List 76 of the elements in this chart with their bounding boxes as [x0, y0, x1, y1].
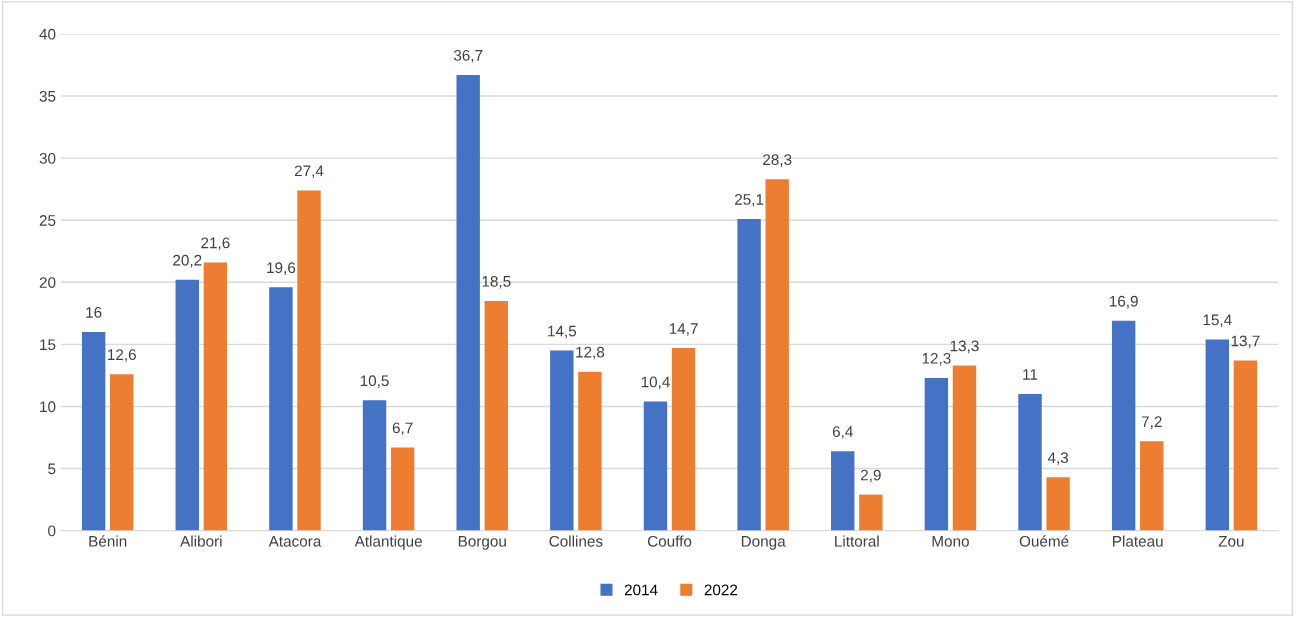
data-label: 12,8 — [576, 346, 605, 360]
data-label: 27,4 — [294, 165, 324, 179]
y-tick-label: 10 — [40, 401, 56, 413]
y-tick-label: 30 — [39, 152, 56, 164]
data-label: 25,1 — [735, 194, 764, 207]
x-tick-label: Zou — [1218, 536, 1244, 547]
y-tick-label: 15 — [40, 339, 56, 351]
bar — [1111, 320, 1136, 531]
x-tick-label: Couffo — [647, 535, 692, 547]
x-tick-label: Ouémé — [1019, 535, 1069, 547]
data-label: 19,6 — [267, 262, 296, 275]
bar — [203, 262, 228, 531]
data-label: 15,4 — [1203, 314, 1232, 328]
bar — [952, 365, 977, 531]
data-label: 28,3 — [763, 154, 792, 167]
data-label: 6,7 — [392, 422, 413, 436]
x-tick-label: Bénin — [89, 535, 127, 547]
data-label: 4,3 — [1047, 452, 1069, 465]
y-tick-label: 25 — [39, 215, 56, 226]
data-label: 16 — [86, 307, 102, 318]
data-label: 21,6 — [201, 237, 230, 251]
bar — [297, 190, 321, 531]
data-label: 16,9 — [1109, 295, 1138, 309]
bar — [924, 377, 949, 531]
data-label: 12,3 — [922, 352, 951, 366]
y-tick-label: 35 — [39, 90, 56, 102]
bar — [737, 218, 761, 531]
x-tick-label: Donga — [741, 536, 786, 550]
bar — [269, 287, 293, 531]
data-label: 36,7 — [453, 49, 483, 63]
bar — [456, 74, 480, 531]
y-tick-label: 20 — [39, 277, 56, 288]
bar — [1233, 360, 1258, 531]
bar — [1205, 339, 1229, 531]
bar — [765, 179, 789, 531]
data-label: 20,2 — [173, 254, 202, 268]
x-tick-label: Atlantique — [354, 535, 422, 550]
x-tick-label: Mono — [932, 536, 969, 547]
bar — [578, 371, 602, 531]
x-tick-label: Alibori — [180, 535, 222, 547]
data-label: 7,2 — [1141, 416, 1162, 429]
data-label: 10,4 — [641, 376, 670, 390]
data-label: 13,7 — [1231, 335, 1260, 349]
bar — [110, 374, 134, 531]
legend-label: 2014 — [624, 584, 658, 596]
data-label: 14,7 — [669, 323, 698, 336]
bar — [390, 447, 415, 531]
bar — [859, 494, 883, 531]
x-tick-label: Collines — [549, 535, 603, 547]
bar — [643, 401, 668, 531]
x-tick-label: Atacora — [268, 536, 322, 547]
y-tick-label: 5 — [48, 463, 56, 475]
bar — [484, 300, 508, 531]
data-label: 11 — [1023, 369, 1038, 380]
data-label: 13,3 — [950, 340, 979, 354]
data-label: 6,4 — [832, 426, 853, 439]
x-tick-label: Plateau — [1113, 535, 1163, 547]
bar — [1046, 477, 1070, 531]
bar — [671, 348, 696, 531]
y-tick-label: 0 — [48, 525, 56, 537]
bar — [1140, 441, 1164, 531]
bar — [175, 279, 199, 531]
data-label: 14,5 — [548, 325, 577, 339]
bar — [831, 451, 855, 531]
data-label: 2,9 — [860, 469, 881, 483]
bar — [81, 331, 106, 531]
y-tick-label: 40 — [39, 28, 56, 40]
legend-label: 2022 — [704, 584, 738, 596]
bar — [362, 400, 387, 531]
data-label: 10,5 — [360, 375, 389, 388]
x-tick-label: Littoral — [835, 535, 879, 547]
bar — [550, 350, 574, 531]
bar — [1018, 394, 1042, 531]
x-tick-label: Borgou — [458, 536, 506, 550]
data-label: 12,6 — [108, 349, 136, 362]
data-label: 18,5 — [482, 275, 511, 289]
